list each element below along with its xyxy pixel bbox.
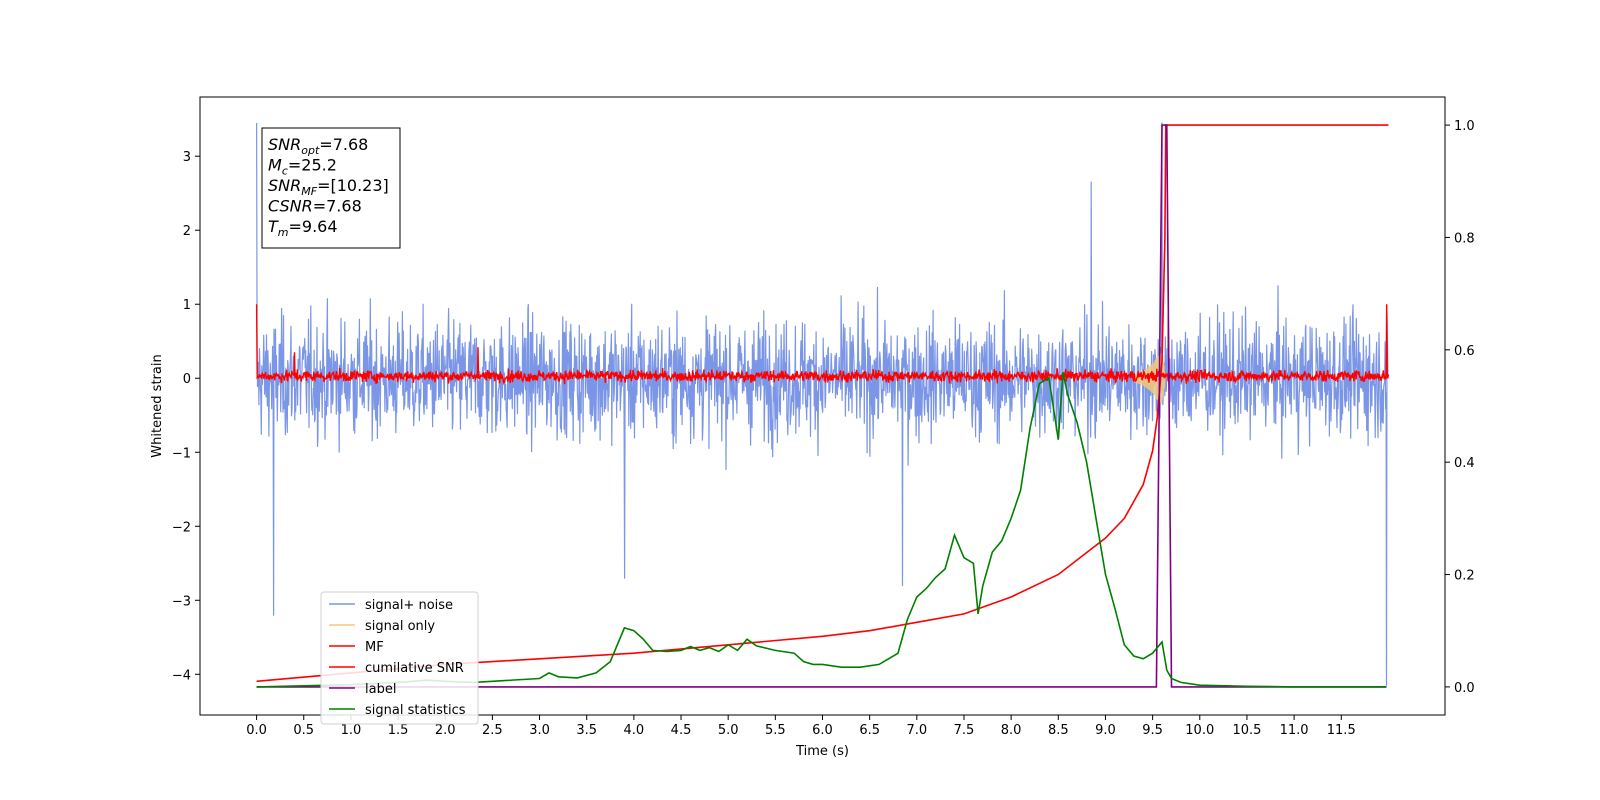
x-tick-label: 6.5 [859,723,880,738]
x-tick-label: 11.0 [1280,723,1309,738]
x-tick-label: 9.0 [1095,723,1116,738]
x-tick-label: 5.0 [718,723,739,738]
y-tick-label: −4 [172,668,191,683]
x-tick-label: 8.5 [1048,723,1069,738]
y2-tick-label: 0.0 [1454,681,1475,696]
info-line: SNRopt=7.68 [268,135,368,157]
legend: signal+ noise signal only MF cumilative SNR… [320,591,479,725]
x-tick-label: 0.0 [246,723,267,738]
legend-frame [320,591,479,725]
info-line: Mc=25.2 [268,156,337,178]
x-tick-label: 6.0 [812,723,833,738]
x-tick-label: 2.0 [435,723,456,738]
info-line: SNRMF=[10.23] [268,176,389,198]
x-tick-label: 8.0 [1001,723,1022,738]
y-tick-label: −1 [172,446,191,461]
y-tick-label: 2 [183,224,191,239]
y-tick-label: 0 [183,372,191,387]
y2-tick-label: 0.4 [1454,456,1475,471]
label-line [256,124,1387,688]
x-tick-label: 11.5 [1327,723,1356,738]
x-tick-label: 0.5 [293,723,314,738]
legend-label: cumilative SNR [365,661,464,676]
mf-line [255,304,1390,385]
signal-statistics-line [256,372,1387,688]
info-line: Tm=9.64 [268,217,338,239]
axes: 0.0 0.5 1.0 1.5 2.0 2.5 3.0 3.5 4.0 4.5 5.0 5.5 6.0 6… [150,119,1475,759]
x-tick-label: 5.5 [765,723,786,738]
x-tick-label: 7.0 [906,723,927,738]
x-tick-label: 2.5 [482,723,503,738]
legend-label: label [365,682,396,697]
x-tick-label: 4.0 [624,723,645,738]
info-line: CSNR=7.68 [268,197,362,216]
signal-noise-line [256,122,1389,686]
legend-label: MF [365,640,384,655]
x-tick-label: 10.5 [1232,723,1261,738]
cumulative-snr-line [256,124,1389,683]
x-tick-label: 3.0 [529,723,550,738]
y-tick-label: −3 [172,594,191,609]
y-tick-label: 3 [183,150,191,165]
y2-tick-label: 0.2 [1454,569,1475,584]
info-box-frame [261,127,401,249]
x-tick-label: 9.5 [1142,723,1163,738]
y2-tick-label: 0.6 [1454,344,1475,359]
y-tick-label: 1 [183,298,191,313]
x-tick-label: 10.0 [1185,723,1214,738]
legend-label: signal statistics [365,703,466,718]
x-tick-label: 7.5 [954,723,975,738]
legend-label: signal only [365,619,435,634]
y2-tick-label: 1.0 [1454,119,1475,134]
plot-area [255,122,1390,688]
y2-tick-label: 0.8 [1454,231,1475,246]
x-tick-label: 3.5 [576,723,597,738]
x-tick-label: 4.5 [671,723,692,738]
x-tick-label: 1.5 [388,723,409,738]
y-tick-label: −2 [172,520,191,535]
y-axis-label: Whitened strain [150,354,165,457]
x-tick-label: 1.0 [341,723,362,738]
legend-label: signal+ noise [365,598,453,613]
x-axis-label: Time (s) [795,744,849,759]
info-box: SNRopt=7.68Mc=25.2SNRMF=[10.23]CSNR=7.68… [261,127,401,249]
